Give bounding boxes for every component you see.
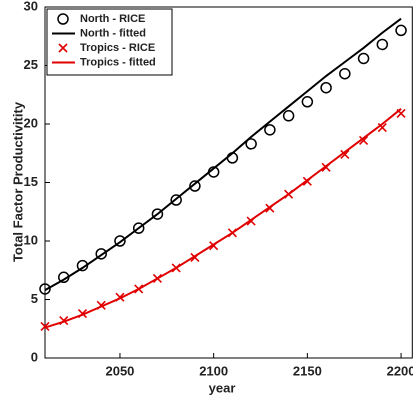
data-point	[39, 283, 51, 295]
x-tick-label: 2050	[105, 363, 134, 378]
data-point	[114, 235, 126, 247]
y-tick-label: 25	[24, 57, 38, 72]
data-point	[95, 248, 107, 260]
data-point	[357, 52, 370, 65]
legend-label: Tropics - RICE	[80, 42, 155, 54]
data-point	[340, 149, 350, 159]
data-point	[132, 222, 145, 234]
legend-label: North - RICE	[80, 13, 145, 25]
legend-marker	[58, 43, 68, 53]
x-axis-label: year	[209, 380, 236, 395]
legend-marker	[57, 13, 69, 25]
x-tick-label: 2150	[293, 363, 322, 378]
data-point	[264, 124, 276, 136]
data-point	[151, 208, 164, 220]
data-point	[282, 110, 295, 122]
y-axis-label: Total Factor Productivitity	[10, 101, 25, 262]
data-point	[339, 67, 351, 80]
x-tick-label: 2100	[199, 363, 228, 378]
data-point	[301, 96, 314, 108]
x-tick-label: 2200	[387, 363, 413, 378]
data-point	[189, 180, 201, 192]
data-point	[359, 135, 369, 145]
data-point	[170, 194, 182, 206]
data-point	[395, 24, 407, 37]
y-tick-label: 5	[31, 291, 38, 306]
fitted-line	[44, 108, 402, 329]
y-tick-label: 10	[24, 232, 38, 247]
data-point	[40, 321, 50, 331]
y-tick-label: 0	[31, 349, 38, 364]
data-point	[245, 138, 257, 150]
fitted-line	[44, 17, 402, 292]
legend-label: North - fitted	[80, 27, 146, 39]
legend-label: Tropics - fitted	[80, 56, 156, 68]
data-point	[320, 81, 332, 94]
y-tick-label: 30	[24, 0, 38, 13]
data-point	[376, 38, 389, 51]
y-tick-label: 15	[24, 174, 38, 189]
y-tick-label: 20	[24, 115, 38, 130]
